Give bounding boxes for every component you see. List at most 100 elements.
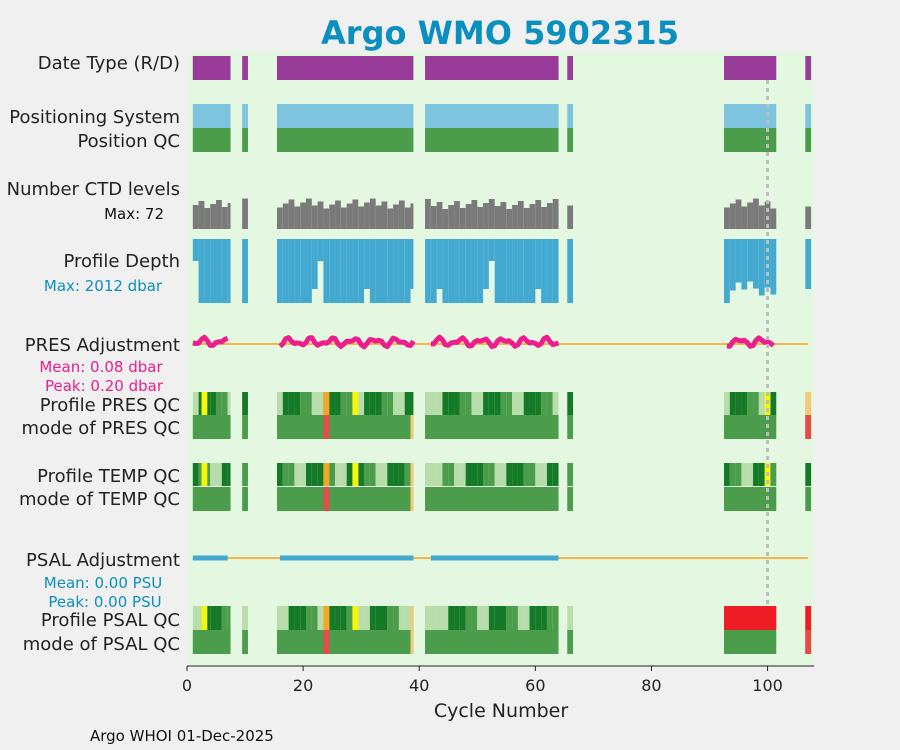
profile-depth-column — [512, 239, 518, 303]
profile-pres-qc-cell — [459, 392, 466, 415]
position-qc-bar — [276, 128, 414, 152]
profile-depth-column — [227, 239, 231, 303]
profile-depth-column — [398, 239, 405, 303]
profile-temp-qc-cell — [404, 463, 411, 486]
profile-temp-qc-cell — [282, 463, 289, 486]
profile-depth-column — [410, 239, 414, 289]
profile-psal-qc-cell — [567, 606, 574, 630]
profile-temp-qc-cell — [567, 463, 574, 486]
profile-psal-qc-cell — [465, 606, 472, 630]
ctd-levels-column — [448, 205, 455, 229]
profile-depth-column — [369, 239, 376, 303]
profile-temp-qc-cell — [306, 463, 312, 486]
profile-psal-qc-cell — [425, 606, 431, 630]
row-label: PSAL Adjustment — [26, 550, 180, 571]
ctd-levels-column — [546, 203, 553, 229]
profile-psal-qc-cell — [512, 606, 518, 630]
profile-depth-column — [471, 239, 478, 303]
profile-depth-column — [204, 239, 211, 303]
mode-temp-qc-bar — [805, 487, 812, 511]
mode-pres-qc-bar — [567, 415, 574, 439]
profile-depth-column — [306, 239, 312, 303]
profile-psal-qc-cell — [375, 606, 382, 630]
ctd-levels-column — [442, 209, 449, 229]
profile-depth-column — [317, 239, 324, 261]
profile-psal-qc-cell — [300, 606, 307, 630]
profile-psal-qc-cell — [436, 606, 443, 630]
profile-psal-qc-bad-cell — [724, 606, 777, 630]
profile-temp-qc-cell — [329, 463, 336, 486]
row-label: Profile PSAL QC — [41, 610, 180, 631]
profile-temp-qc-cell — [323, 463, 330, 486]
mode-temp-qc-bar — [242, 487, 248, 511]
profile-psal-qc-cell — [529, 606, 536, 630]
x-tick-label: 0 — [182, 676, 192, 695]
profile-psal-qc-cell — [369, 606, 376, 630]
ctd-levels-column — [216, 200, 222, 229]
ctd-levels-column — [741, 206, 748, 229]
row-label: Profile PRES QC — [40, 395, 180, 416]
profile-pres-qc-cell — [364, 392, 370, 415]
profile-psal-qc-cell — [459, 606, 466, 630]
profile-psal-qc-cell — [201, 606, 208, 630]
profile-depth-column — [198, 239, 205, 303]
ctd-levels-column — [425, 199, 431, 229]
profile-temp-qc-cell — [448, 463, 455, 486]
profile-pres-qc-cell — [535, 392, 542, 415]
positioning-system-bar — [805, 104, 812, 128]
profile-depth-column — [477, 239, 484, 303]
x-tick-label: 40 — [409, 676, 429, 695]
profile-temp-qc-cell — [517, 463, 524, 486]
profile-temp-qc-cell — [546, 463, 553, 486]
profile-temp-qc-cell — [770, 463, 777, 486]
ctd-levels-column — [198, 201, 205, 229]
profile-depth-column — [346, 239, 353, 303]
ctd-max-label: Max: 72 — [104, 205, 164, 223]
mode-psal-qc-bar-flag — [410, 630, 414, 654]
ctd-levels-column — [242, 198, 248, 229]
profile-depth-column — [465, 239, 472, 303]
profile-temp-qc-cell — [340, 463, 347, 486]
depth-max-label: Max: 2012 dbar — [44, 277, 163, 295]
mode-temp-qc-bar-flag — [323, 487, 330, 511]
ctd-levels-column — [552, 199, 559, 229]
profile-psal-qc-cell — [294, 606, 301, 630]
ctd-levels-column — [335, 200, 341, 229]
mode-psal-qc-bar — [724, 630, 777, 654]
ctd-levels-column — [477, 207, 484, 229]
profile-temp-qc-cell — [500, 463, 507, 486]
profile-psal-qc-cell — [506, 606, 513, 630]
profile-temp-qc-cell — [805, 463, 812, 486]
ctd-levels-column — [758, 205, 765, 229]
plot-background — [187, 51, 814, 666]
profile-depth-column — [242, 239, 248, 303]
profile-temp-qc-cell — [352, 463, 359, 486]
profile-psal-qc-cell — [311, 606, 318, 630]
psal-adj-peak-label: Peak: 0.00 PSU — [48, 593, 161, 611]
x-tick-label: 100 — [752, 676, 783, 695]
ctd-levels-column — [436, 202, 443, 229]
profile-depth-column — [294, 239, 301, 303]
profile-pres-qc-cell — [546, 392, 553, 415]
ctd-levels-column — [535, 200, 542, 229]
profile-depth-column — [753, 239, 759, 289]
profile-depth-column — [500, 239, 507, 303]
mode-temp-qc-bar-flag — [410, 487, 414, 511]
profile-pres-qc-cell — [282, 392, 289, 415]
profile-psal-qc-cell — [346, 606, 353, 630]
profile-temp-qc-cell — [494, 463, 501, 486]
ctd-levels-column — [517, 201, 524, 229]
profile-pres-qc-cell — [276, 392, 283, 415]
position-qc-bar — [567, 128, 574, 152]
profile-pres-qc-cell — [227, 392, 231, 415]
profile-depth-column — [216, 239, 222, 303]
ctd-levels-column — [523, 208, 530, 229]
mode-pres-qc-bar — [192, 415, 231, 439]
mode-temp-qc-bar — [567, 487, 574, 511]
profile-psal-qc-cell — [288, 606, 295, 630]
row-label: Date Type (R/D) — [38, 53, 180, 74]
profile-psal-qc-cell — [210, 606, 217, 630]
profile-temp-qc-cell — [724, 463, 730, 486]
profile-psal-qc-cell — [329, 606, 336, 630]
ctd-levels-column — [294, 206, 301, 229]
